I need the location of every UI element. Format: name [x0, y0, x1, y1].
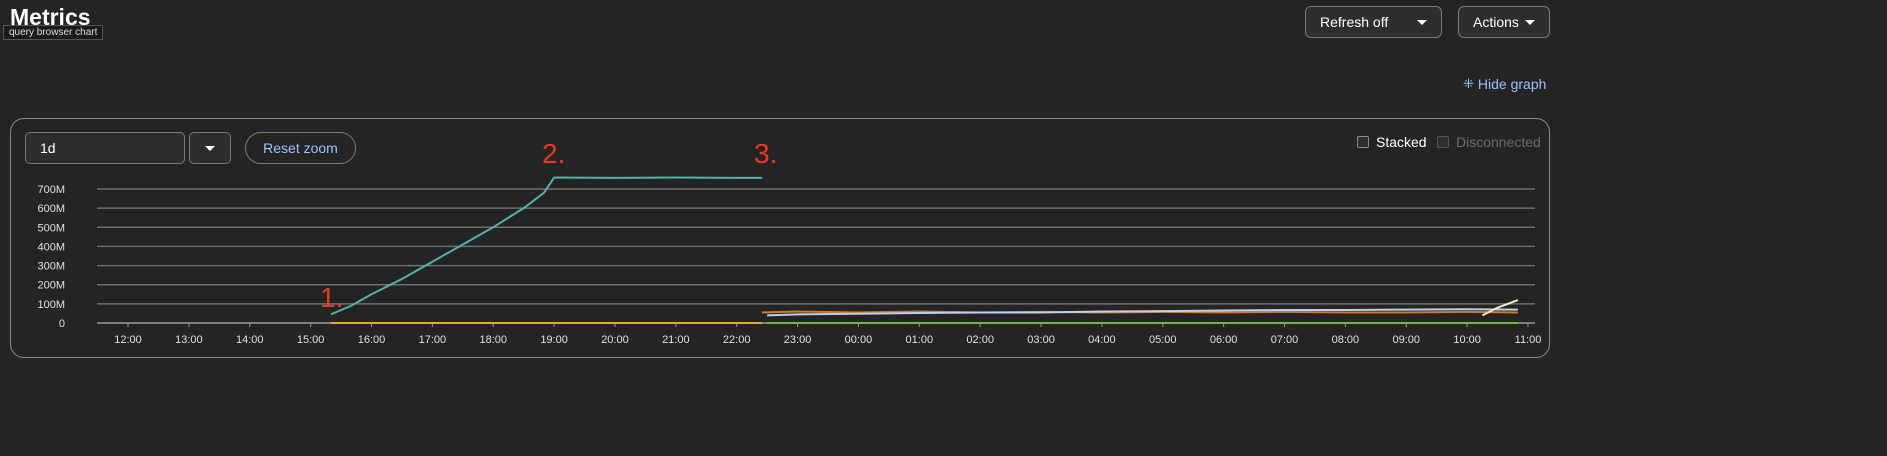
- compress-icon: ⁜: [1463, 76, 1474, 91]
- y-tick-label: 0: [59, 318, 65, 330]
- time-range-toggle[interactable]: [189, 132, 231, 164]
- series-line-0: [330, 176, 763, 316]
- x-tick-label: 08:00: [1332, 334, 1360, 346]
- x-tick-label: 15:00: [297, 334, 325, 346]
- y-tick-label: 500M: [37, 222, 65, 234]
- caret-down-icon: [1417, 19, 1427, 25]
- checkbox-icon: [1437, 136, 1449, 148]
- x-tick-label: 13:00: [175, 334, 203, 346]
- x-tick-label: 01:00: [906, 334, 934, 346]
- actions-dropdown[interactable]: Actions: [1458, 6, 1550, 38]
- x-tick-label: 22:00: [723, 334, 751, 346]
- x-tick-label: 19:00: [540, 334, 568, 346]
- x-tick-label: 10:00: [1453, 334, 1481, 346]
- hide-graph-button[interactable]: ⁜ Hide graph: [1463, 76, 1546, 92]
- x-tick-label: 20:00: [601, 334, 629, 346]
- caret-down-icon: [205, 145, 215, 151]
- time-range-input[interactable]: 1d: [25, 132, 185, 164]
- annotation-2: 2.: [542, 138, 566, 169]
- x-tick-label: 16:00: [358, 334, 386, 346]
- x-tick-label: 06:00: [1210, 334, 1238, 346]
- x-tick-label: 14:00: [236, 334, 264, 346]
- time-range-value: 1d: [40, 140, 56, 156]
- x-tick-label: 17:00: [419, 334, 447, 346]
- hide-graph-label: Hide graph: [1477, 76, 1547, 92]
- y-tick-label: 100M: [37, 299, 65, 311]
- y-tick-label: 400M: [37, 241, 65, 253]
- checkbox-icon: [1357, 136, 1369, 148]
- annotation-3: 3.: [754, 138, 778, 169]
- disconnected-checkbox: Disconnected: [1437, 134, 1541, 150]
- caret-down-icon: [1525, 19, 1535, 25]
- y-tick-label: 600M: [37, 203, 65, 215]
- actions-label: Actions: [1473, 14, 1519, 30]
- chart-panel: [10, 118, 1550, 358]
- x-tick-label: 00:00: [845, 334, 873, 346]
- series-line-5: [1481, 299, 1519, 317]
- x-tick-label: 23:00: [784, 334, 812, 346]
- annotation-1: 1.: [320, 282, 344, 313]
- stacked-checkbox[interactable]: Stacked: [1357, 134, 1427, 150]
- x-tick-label: 05:00: [1149, 334, 1177, 346]
- reset-zoom-button[interactable]: Reset zoom: [245, 132, 356, 164]
- x-tick-label: 04:00: [1088, 334, 1116, 346]
- stacked-label: Stacked: [1376, 134, 1427, 150]
- x-tick-label: 07:00: [1271, 334, 1299, 346]
- tooltip: query browser chart: [3, 25, 104, 40]
- y-tick-label: 200M: [37, 280, 65, 292]
- x-tick-label: 11:00: [1515, 334, 1542, 346]
- x-tick-label: 21:00: [662, 334, 690, 346]
- y-tick-label: 300M: [37, 261, 65, 273]
- y-tick-label: 700M: [37, 184, 65, 196]
- x-tick-label: 18:00: [479, 334, 507, 346]
- x-tick-label: 03:00: [1027, 334, 1055, 346]
- disconnected-label: Disconnected: [1456, 134, 1541, 150]
- x-tick-label: 02:00: [966, 334, 994, 346]
- refresh-label: Refresh off: [1320, 14, 1389, 30]
- x-tick-label: 09:00: [1393, 334, 1421, 346]
- series-line-3: [767, 308, 1518, 317]
- refresh-dropdown[interactable]: Refresh off: [1305, 6, 1442, 38]
- x-tick-label: 12:00: [114, 334, 142, 346]
